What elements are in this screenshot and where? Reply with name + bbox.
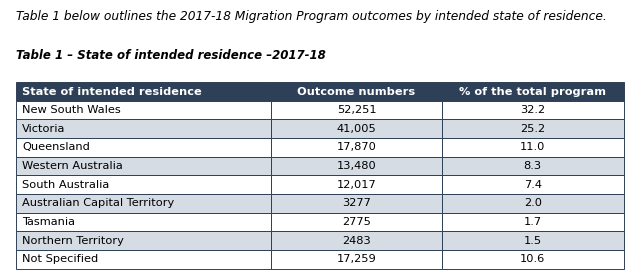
Text: 10.6: 10.6: [520, 254, 545, 264]
Text: 7.4: 7.4: [524, 180, 542, 190]
Text: 2.0: 2.0: [524, 198, 542, 208]
Text: 17,259: 17,259: [337, 254, 376, 264]
Text: Table 1 – State of intended residence –2017-18: Table 1 – State of intended residence –2…: [16, 49, 326, 62]
Text: Queensland: Queensland: [22, 142, 90, 152]
Text: Not Specified: Not Specified: [22, 254, 99, 264]
Text: Victoria: Victoria: [22, 124, 66, 134]
Text: Australian Capital Territory: Australian Capital Territory: [22, 198, 175, 208]
Text: 12,017: 12,017: [337, 180, 376, 190]
Text: 1.7: 1.7: [524, 217, 542, 227]
Text: Tasmania: Tasmania: [22, 217, 76, 227]
Text: Northern Territory: Northern Territory: [22, 236, 124, 246]
Text: Table 1 below outlines the 2017-18 Migration Program outcomes by intended state : Table 1 below outlines the 2017-18 Migra…: [16, 10, 607, 22]
Text: 2775: 2775: [342, 217, 371, 227]
Text: Outcome numbers: Outcome numbers: [298, 87, 415, 96]
Text: 11.0: 11.0: [520, 142, 545, 152]
Text: 3277: 3277: [342, 198, 371, 208]
Text: 25.2: 25.2: [520, 124, 545, 134]
Text: 13,480: 13,480: [337, 161, 376, 171]
Text: 41,005: 41,005: [337, 124, 376, 134]
Text: New South Wales: New South Wales: [22, 105, 121, 115]
Text: 8.3: 8.3: [524, 161, 542, 171]
Text: South Australia: South Australia: [22, 180, 109, 190]
Text: Western Australia: Western Australia: [22, 161, 123, 171]
Text: 32.2: 32.2: [520, 105, 545, 115]
Text: % of the total program: % of the total program: [460, 87, 606, 96]
Text: 52,251: 52,251: [337, 105, 376, 115]
Text: 17,870: 17,870: [337, 142, 376, 152]
Text: State of intended residence: State of intended residence: [22, 87, 202, 96]
Text: 1.5: 1.5: [524, 236, 542, 246]
Text: 2483: 2483: [342, 236, 371, 246]
